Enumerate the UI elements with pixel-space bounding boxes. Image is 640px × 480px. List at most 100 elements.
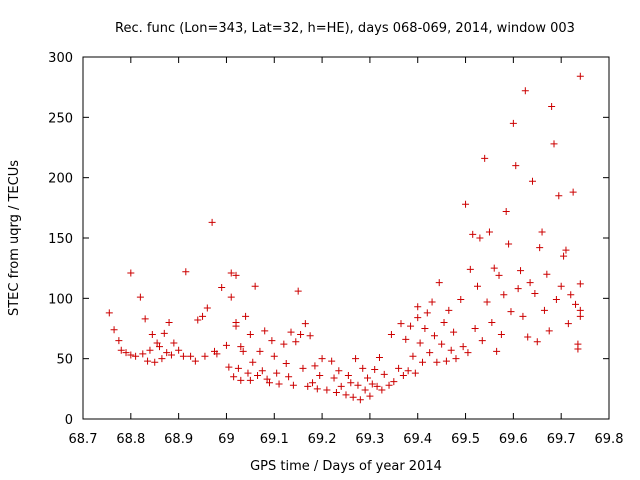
scatter-point [156,343,164,351]
scatter-point [555,192,563,200]
scatter-point [132,352,140,360]
scatter-point [471,325,479,332]
scatter-point [507,308,515,316]
scatter-point [227,293,235,301]
scatter-point [153,339,161,347]
scatter-point [536,244,544,252]
scatter-point [373,382,381,390]
scatter-point [404,367,412,375]
scatter-point [361,386,369,394]
scatter-point [531,290,539,298]
scatter-point [299,364,307,372]
scatter-point [428,298,436,306]
scatter-point [263,375,271,383]
x-tick-label: 69.5 [451,432,480,447]
scatter-point [175,346,183,354]
scatter-point [213,350,221,358]
scatter-point [144,357,152,365]
scatter-point [237,343,245,351]
scatter-point [151,358,159,366]
scatter-point [203,304,211,312]
scatter-point [488,318,496,326]
scatter-point [450,328,458,336]
scatter-point [232,322,240,330]
scatter-point [481,154,489,162]
scatter-point [526,279,534,287]
x-tick-label: 68.7 [69,432,98,447]
scatter-point [395,364,403,372]
scatter-point [289,381,297,389]
scatter-point [514,285,522,293]
scatter-point [182,268,190,276]
scatter-point [127,269,135,277]
scatter-point [407,322,415,330]
x-tick-label: 69.1 [260,432,289,447]
scatter-point [380,370,388,378]
scatter-point [160,329,168,337]
scatter-point [375,353,383,361]
scatter-point [242,312,250,320]
scatter-point [505,240,513,248]
scatter-point [512,162,520,170]
scatter-point [141,315,149,323]
scatter-point [402,335,410,343]
scatter-point [227,269,235,277]
scatter-point [457,296,465,304]
scatter-point [234,364,242,372]
scatter-point [483,298,491,306]
scatter-point [366,392,374,400]
scatter-point [335,367,343,375]
scatter-point [268,337,276,345]
scatter-point [261,327,269,335]
scatter-point [330,374,338,382]
scatter-point [416,339,424,347]
scatter-point [304,382,312,390]
scatter-point [167,351,175,359]
scatter-point [576,312,584,320]
scatter-point [368,380,376,388]
scatter-point [435,279,443,287]
scatter-point [495,271,503,279]
scatter-point [519,312,527,320]
scatter-point [442,357,450,365]
scatter-point [115,337,123,345]
y-tick-label: 100 [48,292,73,307]
scatter-point [287,328,295,336]
scatter-point [445,306,453,314]
scatter-point [509,119,517,127]
scatter-point [127,351,135,359]
scatter-point [163,349,171,357]
scatter-point [543,270,551,278]
scatter-point [208,218,216,226]
scatter-point [371,366,379,374]
scatter-point [218,283,226,291]
scatter-point [280,340,288,348]
scatter-point [354,381,362,389]
scatter-point [352,355,360,363]
scatter-point [275,380,283,388]
x-tick-label: 69.2 [308,432,337,447]
scatter-point [524,333,532,341]
x-tick-label: 69 [218,432,235,447]
scatter-point [316,372,324,380]
scatter-point [462,200,470,208]
scatter-point [139,350,147,358]
scatter-point [414,314,422,322]
y-tick-label: 250 [48,111,73,126]
scatter-point [285,373,293,381]
y-tick-label: 300 [48,51,73,66]
scatter-point [191,357,199,365]
scatter-point [502,207,510,215]
scatter-point [414,303,422,311]
scatter-point [426,349,434,357]
scatter-point [244,369,252,377]
scatter-point [222,341,230,349]
scatter-point [490,264,498,272]
scatter-point [528,177,536,185]
scatter-point [440,318,448,326]
scatter-point [249,358,257,366]
y-axis-label: STEC from uqrg / TECUs [7,160,22,316]
scatter-point [399,372,407,380]
scatter-point [419,358,427,366]
scatter-point [469,230,477,238]
